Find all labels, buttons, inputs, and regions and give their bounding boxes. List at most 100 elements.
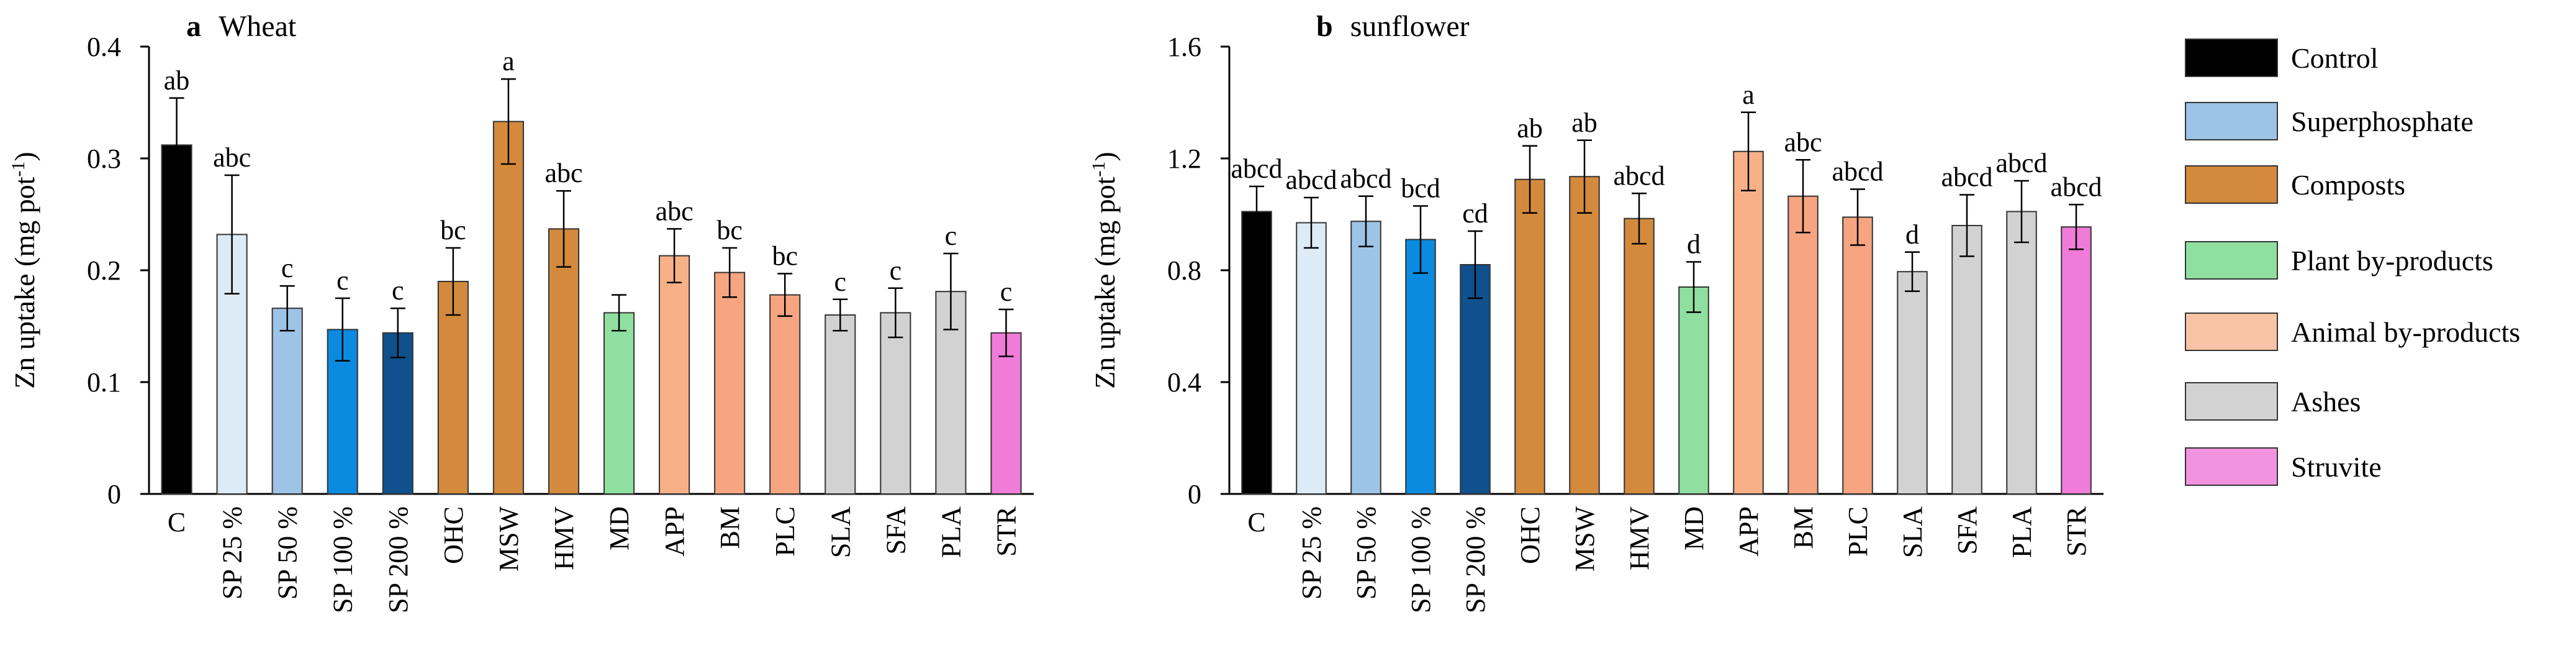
y-axis-label-text: Zn uptake (mg pot [1089,176,1121,388]
y-tick-label: 0.1 [87,367,121,398]
bar-plc [1842,216,1873,495]
y-tick-label: 1.6 [1167,32,1201,62]
legend-label: Ashes [2291,386,2361,418]
category-label: C [168,507,186,537]
panel-a: 00.10.20.30.4Zn uptake (mg pot-1)a Wheata… [8,10,1034,613]
y-axis-label: Zn uptake (mg pot-1) [1088,152,1121,388]
category-label: BM [715,506,745,549]
bar-plc [769,294,801,495]
y-axis-label-close: ) [1089,152,1121,161]
bar-sla [825,314,856,495]
significance-letter: abcd [1613,160,1665,191]
bar-md [603,312,635,495]
category-label: OHC [438,506,469,564]
legend-label: Plant by-products [2291,245,2493,276]
category-label: SP 200 % [383,506,414,613]
category-label: MSW [494,506,524,572]
significance-letter: abcd [1231,153,1282,184]
significance-letter: d [1905,219,1919,250]
significance-letter: abcd [2050,171,2102,202]
category-label: PLC [770,506,800,557]
bar-sfa [1951,225,1982,495]
significance-letter: c [890,255,902,286]
bar-sp-50- [1350,221,1381,495]
significance-letter: abcd [1832,157,1883,187]
significance-letter: c [945,221,957,251]
bar-msw [492,121,524,495]
significance-letter: bc [440,215,466,245]
bar-sp-50- [271,308,303,495]
bar-sp-200- [1460,264,1491,495]
significance-letter: c [281,253,294,283]
bar-sp-200- [382,332,414,495]
bar-hmv [1624,217,1655,495]
significance-letter: bcd [1401,173,1440,204]
category-label: SP 50 % [1351,506,1381,600]
legend-label: Animal by-products [2291,316,2520,348]
category-label: BM [1788,506,1819,549]
significance-letter: c [834,267,847,297]
legend-swatch-composts [2185,165,2278,204]
y-axis-label-superscript: -1 [8,162,29,177]
significance-letter: bc [772,240,798,271]
bar-sfa [880,312,911,495]
category-label: MD [1679,506,1709,550]
legend-swatch-struvite [2185,447,2278,486]
bar-hmv [548,228,580,495]
bar-app [659,255,690,495]
legend-label: Superphosphate [2291,106,2474,137]
y-tick-label: 0 [1188,479,1201,509]
category-label: SP 25 % [217,506,248,600]
legend-label: Composts [2291,169,2405,201]
panel-letter: a [186,10,201,43]
significance-letter: abc [545,158,582,188]
legend-label: Struvite [2291,451,2382,483]
significance-letter: ab [164,65,190,96]
category-label: SP 25 % [1296,506,1327,600]
y-tick-label: 0.3 [87,144,121,174]
category-label: SLA [825,506,856,558]
bar-bm [1787,195,1819,495]
bar-ohc [1514,178,1545,495]
y-axis-label-close: ) [9,152,40,161]
bar-str [2061,226,2092,495]
y-tick-label: 0.4 [1167,367,1201,398]
panel-title-text: Wheat [219,10,297,43]
legend-label: Control [2291,42,2379,74]
category-label: MD [604,506,635,550]
bar-c [1241,211,1272,495]
significance-letter: abcd [1340,163,1391,194]
significance-letter: abcd [1941,162,1992,193]
y-tick-label: 0.2 [87,255,121,286]
legend-swatch-superphosphate [2185,102,2278,140]
panel-b: 0 0.4 0.8 1.2 1.6 Zn uptake (mg pot-1) b sunflo… [1088,10,2104,613]
significance-letter: c [337,265,349,296]
category-label: PLA [936,506,966,558]
panel-title: b sunflower [1316,10,1470,43]
significance-letter: abcd [1995,148,2047,178]
significance-letter: a [1742,80,1755,110]
category-label: PLC [1843,506,1873,557]
bar-bm [714,272,746,495]
category-label: SLA [1897,506,1928,558]
y-axis-label-superscript: -1 [1088,162,1109,177]
legend-swatch-plant-by-products [2185,241,2278,280]
category-label: STR [991,506,1021,556]
significance-letter: a [502,46,515,76]
category-label: APP [1733,506,1764,557]
category-label: PLA [2007,506,2037,558]
legend-swatch-ashes [2185,382,2278,421]
bar-sp-100- [1405,239,1436,495]
category-label: HMV [549,506,579,570]
legend-swatch-animal-by-products [2185,313,2278,351]
y-tick-label: 0.8 [1167,255,1201,286]
significance-letter: c [392,275,404,306]
category-label: MSW [1570,506,1600,572]
y-axis-label-text: Zn uptake (mg pot [9,176,40,388]
bar-app [1733,150,1764,495]
category-label: OHC [1515,506,1545,564]
category-label: HMV [1624,506,1655,570]
significance-letter: bc [716,215,743,245]
category-label: C [1247,507,1265,537]
